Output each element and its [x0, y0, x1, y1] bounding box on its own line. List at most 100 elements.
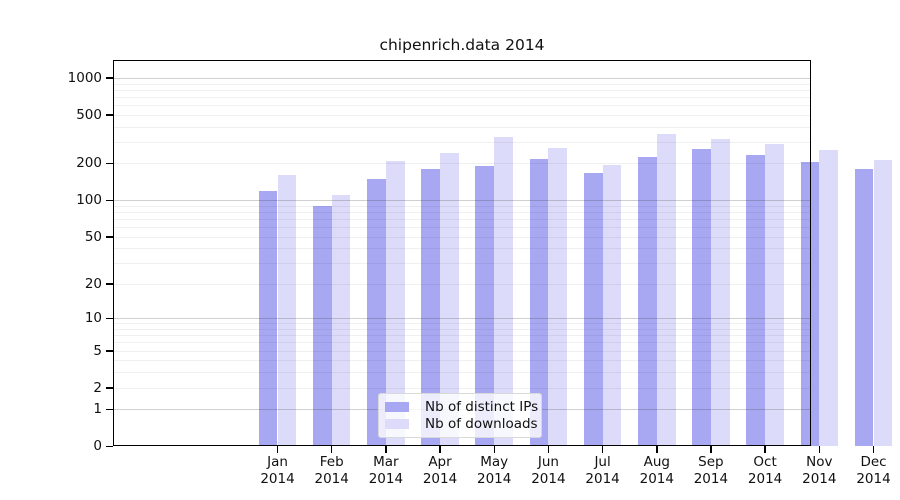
chart-title: chipenrich.data 2014	[379, 36, 545, 54]
gridline-minor	[113, 387, 811, 389]
y-axis-tick-label: 1000	[67, 69, 102, 86]
bar-nb-of-downloads-mar	[385, 161, 405, 446]
bar-nb-of-distinct-ips-jul	[583, 172, 603, 446]
gridline-minor	[113, 205, 811, 207]
bar-nb-of-distinct-ips-apr	[421, 168, 440, 446]
bar-nb-of-distinct-ips-feb	[312, 205, 332, 446]
bar-nb-of-downloads-feb	[331, 194, 351, 446]
gridline-minor	[113, 114, 811, 116]
bar-nb-of-downloads-apr	[440, 152, 459, 446]
x-axis-tick	[385, 446, 387, 453]
x-axis-tick-label: Jun 2014	[531, 454, 566, 487]
y-axis-tick-label: 50	[84, 228, 102, 245]
gridline-minor	[113, 236, 811, 238]
x-axis-tick-label: Dec 2014	[856, 454, 891, 487]
gridline-major	[113, 200, 811, 202]
x-axis-tick-label: Jan 2014	[260, 454, 295, 487]
bars-layer	[113, 60, 893, 446]
y-axis-tick	[106, 350, 113, 352]
gridline-minor	[113, 283, 811, 285]
y-axis-tick	[106, 236, 113, 238]
legend-label-distinct-ips: Nb of distinct IPs	[425, 398, 539, 415]
bar-nb-of-downloads-jan	[277, 175, 297, 446]
y-axis-tick	[106, 445, 113, 447]
x-axis-tick	[710, 446, 712, 453]
x-axis-tick-label: Feb 2014	[314, 454, 349, 487]
gridline-minor	[113, 227, 811, 228]
x-axis-tick-label: Nov 2014	[802, 454, 837, 487]
grid-layer	[113, 60, 811, 446]
bar-nb-of-downloads-aug	[656, 134, 676, 446]
x-axis-tick	[818, 446, 820, 453]
y-axis-tick	[106, 114, 113, 116]
gridline-minor	[113, 141, 811, 143]
y-axis-tick	[106, 317, 113, 320]
bar-nb-of-distinct-ips-may	[475, 166, 495, 446]
y-axis-tick-label: 0	[93, 438, 102, 454]
x-axis-tick	[276, 446, 279, 453]
x-axis-tick	[547, 446, 550, 453]
bar-nb-of-downloads-sep	[710, 138, 730, 446]
x-axis-tick	[330, 446, 333, 453]
x-axis-tick	[764, 446, 766, 453]
x-axis-tick-label: May 2014	[477, 454, 512, 487]
y-axis-tick-label: 1	[93, 401, 102, 418]
bar-nb-of-distinct-ips-dec	[854, 168, 874, 446]
x-axis-tick-label: Apr 2014	[422, 454, 458, 487]
gridline-minor	[113, 89, 811, 91]
y-axis-tick-label: 2	[93, 379, 102, 396]
plot-area	[113, 60, 893, 446]
bar-nb-of-downloads-jul	[602, 165, 622, 446]
y-axis-tick-label: 5	[93, 342, 102, 359]
bar-nb-of-distinct-ips-sep	[692, 149, 711, 446]
x-axis-tick-label: Aug 2014	[639, 454, 674, 487]
gridline-major	[113, 77, 811, 79]
y-axis-tick-label: 500	[76, 106, 102, 123]
gridline-minor	[113, 96, 811, 98]
legend-item-downloads: Nb of downloads	[385, 415, 541, 432]
x-axis-tick	[439, 446, 441, 453]
y-axis-tick	[106, 408, 113, 411]
x-axis-tick	[601, 446, 604, 453]
gridline-minor	[113, 342, 811, 344]
gridline-minor	[113, 126, 811, 128]
y-axis-tick	[106, 77, 113, 79]
bar-nb-of-downloads-jun	[548, 147, 568, 446]
gridline-minor	[113, 105, 811, 107]
x-axis-tick	[493, 446, 495, 453]
gridline-minor	[113, 218, 811, 220]
bar-nb-of-downloads-may	[494, 136, 513, 446]
x-axis-tick-label: Oct 2014	[747, 454, 783, 487]
legend-item-distinct-ips: Nb of distinct IPs	[385, 398, 541, 415]
x-axis-tick-label: Sep 2014	[693, 454, 729, 487]
y-axis-tick	[106, 387, 113, 389]
x-axis-tick	[656, 446, 658, 453]
gridline-minor	[113, 248, 811, 250]
y-axis-tick-label: 10	[84, 310, 102, 327]
gridline-minor	[113, 372, 811, 374]
gridline-minor	[113, 350, 811, 352]
gridline-minor	[113, 211, 811, 213]
bar-nb-of-distinct-ips-oct	[746, 155, 766, 446]
x-axis-tick-label: Jul 2014	[585, 454, 620, 487]
bar-nb-of-downloads-nov	[819, 150, 839, 446]
gridline-minor	[113, 163, 811, 165]
bar-nb-of-distinct-ips-aug	[638, 156, 657, 446]
bar-nb-of-distinct-ips-jun	[529, 158, 549, 446]
legend-label-downloads: Nb of downloads	[425, 415, 538, 432]
y-axis-tick	[106, 283, 113, 285]
gridline-minor	[113, 263, 811, 264]
bar-nb-of-distinct-ips-jan	[258, 190, 278, 446]
x-axis-tick-label: Mar 2014	[368, 454, 404, 487]
y-axis-tick	[106, 162, 113, 165]
y-axis-tick-label: 20	[84, 275, 102, 292]
bar-nb-of-downloads-dec	[873, 160, 893, 446]
x-axis-tick	[872, 446, 875, 453]
gridline-minor	[113, 323, 811, 325]
y-axis-tick-label: 100	[76, 192, 102, 209]
y-axis-tick-label: 200	[76, 155, 102, 172]
gridline-minor	[113, 360, 811, 362]
bar-nb-of-distinct-ips-nov	[800, 162, 820, 446]
legend-swatch-distinct-ips	[385, 401, 409, 412]
